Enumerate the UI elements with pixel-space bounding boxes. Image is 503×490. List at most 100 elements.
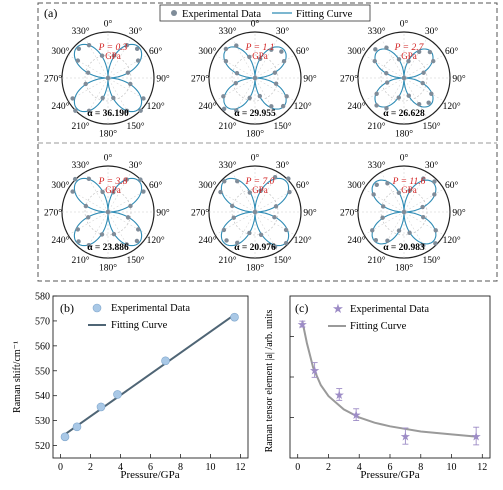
fitting-curve xyxy=(301,320,477,438)
polar-angle-label: 120° xyxy=(294,235,312,246)
polar-data-point xyxy=(258,188,263,193)
panel-c-ticks: 0 2 4 6 8 10 12 xyxy=(290,336,487,473)
polar-data-point xyxy=(283,227,289,233)
polar-angle-label: 270° xyxy=(191,208,209,219)
polar-angle-label: 0° xyxy=(251,153,260,164)
polar-angle-label: 120° xyxy=(147,235,165,246)
polar-angle-label: 300° xyxy=(51,180,69,191)
polar-plot-6: 0° 30° 60° 90° 120°150° 180° 210°240° 270° 300°3… xyxy=(340,153,466,274)
legend-box xyxy=(159,4,371,22)
x-tick-label: 12 xyxy=(477,462,487,473)
polar-data-point xyxy=(76,46,82,52)
polar-angle-label: 330° xyxy=(218,160,236,171)
x-tick-label: 4 xyxy=(118,462,123,473)
polar-data-point xyxy=(432,179,437,184)
polar-pressure-unit: GPa xyxy=(252,51,268,61)
polar-pressure-label: P = 7.0 xyxy=(245,177,275,187)
panel-b: (b) 0 2 4 6 8 10 12 520 530 540 550 560 570 580 Press… xyxy=(12,292,249,481)
polar-angle-label: 300° xyxy=(51,46,69,57)
polar-data-point xyxy=(385,181,390,186)
polar-angle-label: 150° xyxy=(126,255,144,266)
polar-data-point xyxy=(374,182,379,187)
polar-angle-label: 240° xyxy=(347,235,365,246)
polar-data-point xyxy=(218,189,223,195)
polar-data-point xyxy=(374,103,379,108)
polar-data-point xyxy=(269,47,274,52)
polar-angle-label: 210° xyxy=(71,121,89,132)
legend-c-experimental: Experimental Data xyxy=(350,304,429,315)
polar-angle-label: 240° xyxy=(198,101,216,112)
polar-angle-label: 300° xyxy=(347,180,365,191)
y-tick-label: 560 xyxy=(35,341,50,352)
polar-data-point xyxy=(284,94,289,99)
polar-angle-label: 90° xyxy=(452,208,466,219)
polar-angle-label: 300° xyxy=(198,46,216,57)
panel-b-plot xyxy=(60,312,239,442)
panel-c-ylabel: Raman tensor element |a| /arb. units xyxy=(264,309,275,452)
polar-data-point xyxy=(396,190,402,195)
polar-data-point xyxy=(86,176,92,182)
polar-data-point xyxy=(99,232,105,237)
polar-angle-label: 180° xyxy=(99,129,117,140)
polar-data-point xyxy=(128,81,133,87)
polar-data-point xyxy=(76,239,81,244)
polar-data-point xyxy=(273,204,279,209)
polar-data-point xyxy=(100,95,105,101)
polar-data-point xyxy=(222,179,227,184)
polar-data-point xyxy=(70,96,75,101)
polar-angle-label: 30° xyxy=(276,26,290,37)
x-tick-label: 10 xyxy=(206,462,216,473)
x-tick-label: 8 xyxy=(178,462,183,473)
legend-c-star-marker: ★ xyxy=(332,301,344,316)
polar-data-point xyxy=(83,81,88,87)
polar-data-point xyxy=(125,70,131,75)
polar-data-point xyxy=(86,108,92,113)
polar-data-point xyxy=(381,204,386,209)
y-tick-label: 580 xyxy=(35,292,50,303)
polar-angle-label: 0° xyxy=(400,153,409,164)
polar-angle-label: 300° xyxy=(347,46,365,57)
polar-data-point xyxy=(279,49,284,54)
panel-a-label: (a) xyxy=(44,6,57,20)
panel-b-xlabel: Pressure/GPa xyxy=(120,469,179,481)
polar-plot-4: 0° 30° 60° 90° 120°150° 180° 210°240° 270° 300°3… xyxy=(44,153,170,274)
polar-angle-label: 30° xyxy=(425,26,439,37)
polar-data-point xyxy=(70,189,75,194)
polar-data-point xyxy=(234,108,239,113)
polar-data-point xyxy=(406,58,411,64)
polar-angle-label: 90° xyxy=(303,208,317,219)
x-tick-label: 2 xyxy=(88,462,93,473)
legend-experimental-label: Experimental Data xyxy=(182,9,261,20)
polar-angle-label: 0° xyxy=(251,19,260,30)
polar-data-point xyxy=(85,70,91,75)
polar-data-point xyxy=(83,203,89,209)
polar-plot-1: 0° 30° 60° 90° 120°150° 180° 210°240° 270° 300°3… xyxy=(44,19,170,140)
polar-angle-label: 330° xyxy=(71,26,89,37)
polar-data-point xyxy=(105,75,111,81)
polar-angle-label: 270° xyxy=(191,74,209,85)
polar-angle-label: 30° xyxy=(276,160,290,171)
polar-data-point xyxy=(273,81,279,86)
polar-data-point xyxy=(421,214,426,220)
polar-data-point xyxy=(373,237,379,243)
polar-angle-label: 210° xyxy=(218,255,236,266)
polar-angle-label: 180° xyxy=(395,129,413,140)
polar-data-point xyxy=(258,232,264,237)
polar-angle-label: 150° xyxy=(126,121,144,132)
polar-data-point xyxy=(99,53,105,58)
polar-angle-label: 30° xyxy=(129,160,143,171)
legend-data-marker xyxy=(171,10,177,16)
polar-data-point xyxy=(427,49,433,55)
data-point-star: ★ xyxy=(334,388,345,402)
polar-angle-label: 210° xyxy=(71,255,89,266)
polar-data-point xyxy=(286,176,291,181)
polar-angle-label: 90° xyxy=(452,74,466,85)
polar-angle-label: 180° xyxy=(246,129,264,140)
polar-data-point xyxy=(100,189,105,195)
polar-data-point xyxy=(111,190,116,195)
polar-plots: 0°30°60°90°120°150°180°210°240°270°300°3… xyxy=(44,19,466,274)
polar-data-point xyxy=(135,227,141,232)
polar-angle-label: 90° xyxy=(156,74,170,85)
legend-b-experimental: Experimental Data xyxy=(111,303,190,314)
polar-data-point xyxy=(73,108,78,113)
